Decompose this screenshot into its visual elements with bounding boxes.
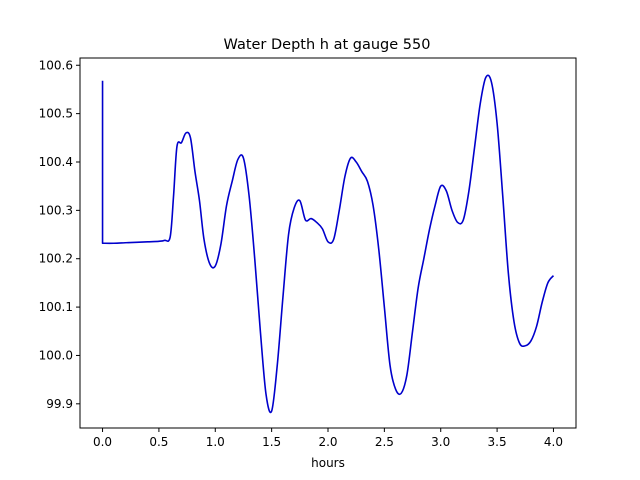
series-line (101, 74, 555, 414)
y-tick-label: 100.2 (39, 252, 73, 266)
y-tick-label: 100.6 (39, 58, 73, 72)
x-axis-label: hours (311, 456, 345, 470)
x-tick-label: 2.5 (375, 435, 394, 449)
x-tick-label: 1.5 (262, 435, 281, 449)
x-tick-label: 4.0 (544, 435, 563, 449)
x-axis: 0.0 0.5 1.0 1.5 2.0 2.5 3.0 3.5 4.0 (93, 428, 563, 449)
x-tick-label: 2.0 (318, 435, 337, 449)
y-tick-label: 99.9 (46, 397, 73, 411)
x-tick-label: 1.0 (206, 435, 225, 449)
y-axis: 99.9 100.0 100.1 100.2 100.3 100.4 100.5 100.6 (39, 58, 80, 411)
x-tick-label: 3.0 (431, 435, 450, 449)
y-tick-label: 100.0 (39, 348, 73, 362)
x-tick-label: 0.5 (149, 435, 168, 449)
y-tick-label: 100.5 (39, 107, 73, 121)
plot-frame (79, 57, 577, 429)
y-tick-label: 100.3 (39, 203, 73, 217)
y-tick-label: 100.1 (39, 300, 73, 314)
x-tick-label: 3.5 (488, 435, 507, 449)
chart-title: Water Depth h at gauge 550 (224, 37, 431, 53)
x-tick-label: 0.0 (93, 435, 112, 449)
y-tick-label: 100.4 (39, 155, 73, 169)
